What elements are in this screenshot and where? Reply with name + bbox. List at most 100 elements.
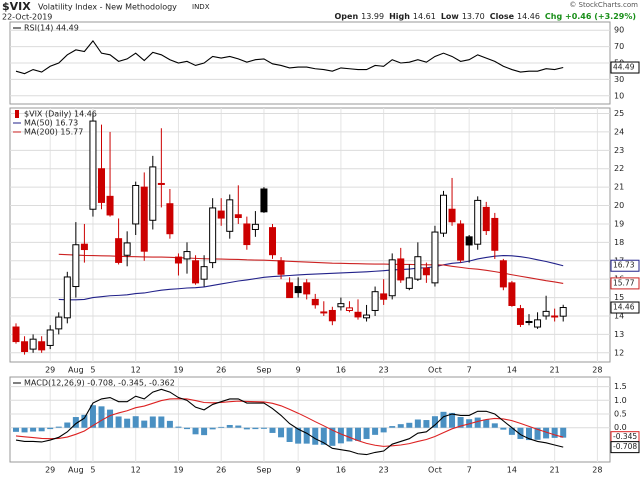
histogram-bar: [166, 420, 173, 428]
y-tick-label: 90: [614, 26, 624, 35]
macd-line: [15, 388, 564, 456]
x-tick-label: 16: [336, 366, 346, 375]
histogram-bar: [81, 414, 88, 428]
y-tick-label: 19: [614, 219, 624, 228]
candle-body: [166, 203, 174, 235]
candle-body: [311, 298, 319, 306]
candle-body: [516, 308, 524, 325]
candle-body: [106, 195, 114, 216]
y-tick-label: 1.5: [614, 382, 627, 391]
candle-body: [140, 186, 148, 252]
candle-body: [405, 277, 413, 289]
last-value-label: -0.345: [613, 432, 637, 441]
x-tick-label: Aug: [68, 466, 84, 475]
candle-body: [508, 282, 516, 306]
candle-body: [457, 223, 465, 261]
x-tick-label: 7: [467, 366, 472, 375]
histogram-bar: [13, 427, 19, 432]
last-value-label: 44.49: [613, 63, 635, 72]
histogram-bar: [397, 424, 404, 428]
candle-body: [559, 307, 567, 317]
x-tick-label: 7: [467, 466, 472, 475]
candle-body: [482, 206, 490, 232]
last-value-label: 15.77: [613, 278, 635, 287]
x-tick-label: 23: [379, 366, 389, 375]
candle-body: [422, 267, 430, 276]
candle-body: [534, 319, 542, 328]
candle-body: [98, 168, 105, 203]
y-tick-label: 1.0: [614, 396, 627, 405]
quote-value: 14.46: [517, 12, 540, 21]
histogram-bar: [30, 427, 37, 432]
candle-body: [269, 227, 276, 256]
histogram-bar: [149, 416, 156, 428]
histogram-bar: [312, 427, 319, 445]
candle-body: [328, 309, 336, 322]
histogram-bar: [414, 419, 421, 428]
histogram-bar: [115, 416, 122, 428]
x-tick-label: 28: [592, 466, 602, 475]
histogram-bar: [303, 427, 310, 444]
histogram-bar: [192, 427, 199, 435]
histogram-bar: [406, 422, 413, 428]
histogram-bar: [260, 427, 267, 429]
candle-body: [320, 311, 328, 314]
last-value-box: [610, 61, 640, 74]
candle-body: [80, 243, 88, 251]
histogram-bar: [21, 427, 28, 433]
candle-body: [12, 326, 20, 343]
histogram-bar: [372, 427, 379, 435]
x-tick-label: 14: [507, 466, 517, 475]
histogram-bar: [55, 426, 62, 428]
x-tick-label: 26: [216, 366, 226, 375]
histogram-bar: [517, 427, 524, 439]
quote-label: High: [389, 12, 410, 21]
y-tick-label: 18: [614, 238, 624, 247]
x-tick-label: 21: [550, 466, 560, 475]
histogram-bar: [534, 427, 541, 440]
quote-value: 13.99: [361, 12, 384, 21]
candle-body: [491, 217, 499, 251]
quote-label: Open: [335, 12, 359, 21]
candle-body: [132, 184, 140, 225]
histogram-bar: [431, 416, 438, 428]
x-tick-label: 29: [45, 366, 55, 375]
y-tick-label: 10: [614, 91, 624, 100]
histogram-bar: [286, 427, 293, 442]
histogram-bar: [184, 427, 190, 430]
histogram-bar: [132, 416, 139, 428]
x-tick-label: 21: [550, 366, 560, 375]
candle-body: [55, 316, 63, 330]
x-tick-label: 5: [90, 366, 95, 375]
candle-body: [115, 238, 123, 263]
histogram-bar: [483, 419, 490, 428]
y-tick-label: 0.5: [614, 410, 627, 419]
candle-body: [226, 199, 234, 232]
candle-body: [499, 260, 507, 288]
last-value-label: -0.708: [613, 442, 637, 451]
legend-label: MA(50) 16.73: [24, 119, 78, 128]
x-tick-label: Oct: [428, 366, 442, 375]
candle-body: [200, 266, 208, 280]
candle-body: [21, 341, 29, 353]
histogram-bar: [235, 425, 242, 428]
x-tick-label: 29: [45, 466, 55, 475]
candle-body: [46, 329, 54, 346]
histogram-bar: [474, 417, 481, 428]
copyright: © StockCharts.com: [569, 1, 638, 9]
candle-body: [157, 182, 165, 185]
y-tick-label: 0.0: [614, 423, 627, 432]
histogram-bar: [278, 427, 285, 438]
date: 22-Oct-2019: [2, 13, 52, 22]
y-tick-label: 12: [614, 348, 624, 357]
y-tick-label: 23: [614, 146, 624, 155]
histogram-bar: [320, 427, 327, 445]
candle-body: [183, 251, 191, 260]
histogram-bar: [329, 427, 336, 446]
candle-body: [209, 207, 217, 264]
y-tick-label: 24: [614, 127, 624, 136]
candle-body: [448, 208, 456, 223]
x-tick-label: 28: [592, 366, 602, 375]
quote-value: 14.61: [413, 12, 436, 21]
